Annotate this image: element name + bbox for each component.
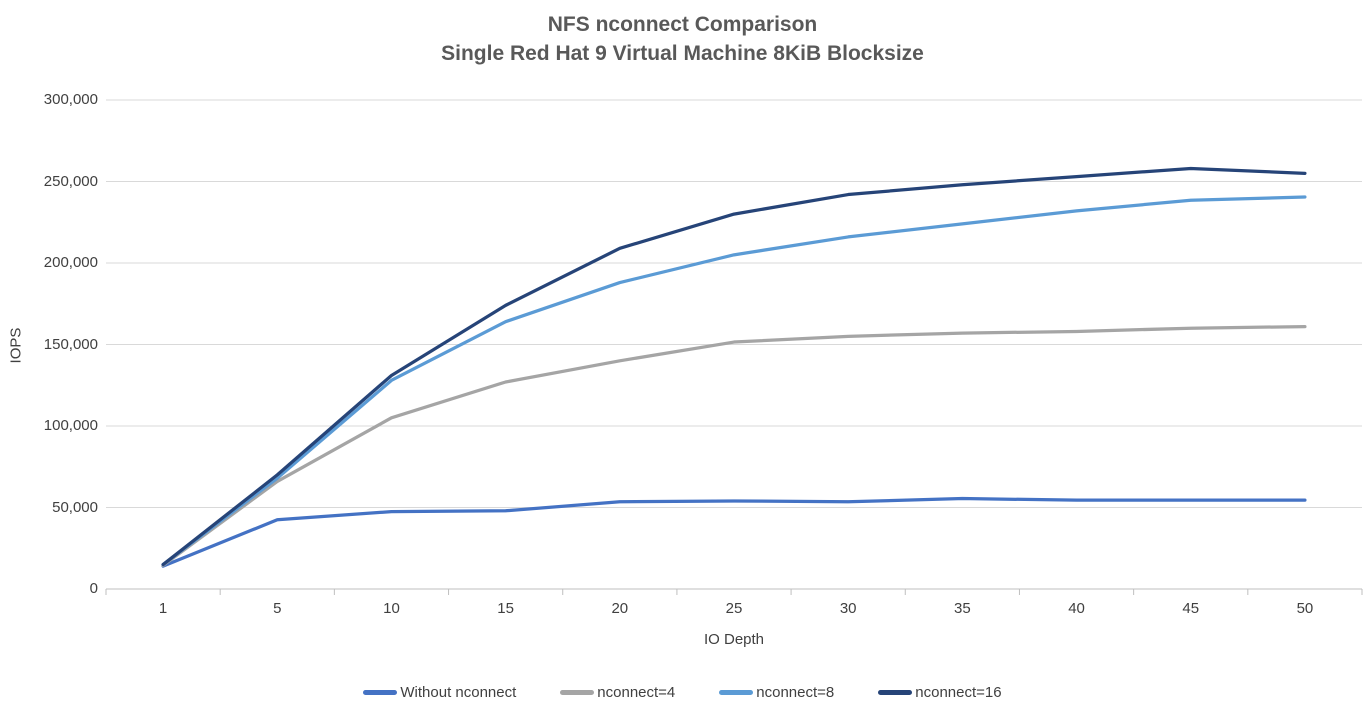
chart-subtitle: Single Red Hat 9 Virtual Machine 8KiB Bl… [441, 42, 924, 65]
y-axis-tick-label: 0 [89, 580, 98, 597]
legend-label: nconnect=16 [915, 684, 1002, 701]
x-axis-tick-label: 30 [839, 600, 857, 617]
legend-item-nconnect-4: nconnect=4 [560, 684, 675, 701]
y-axis-tick-label: 200,000 [43, 254, 98, 271]
x-axis-title: IO Depth [703, 631, 765, 648]
x-axis-tick-label: 5 [273, 600, 282, 617]
legend-item-nconnect-16: nconnect=16 [878, 684, 1002, 701]
chart-legend: Without nconnect nconnect=4 nconnect=8 ncon… [0, 684, 1365, 701]
legend-item-without-nconnect: Without nconnect [363, 684, 516, 701]
series-line-nconnect-16 [161, 166, 1307, 567]
legend-line-swatch-icon [560, 690, 595, 695]
x-axis-tick-label: 10 [383, 600, 400, 617]
legend-item-nconnect-8: nconnect=8 [719, 684, 834, 701]
y-axis-tick-label: 50,000 [52, 498, 98, 516]
series-line-nconnect-8 [161, 195, 1307, 567]
x-axis-tick-label: 1 [158, 600, 168, 617]
x-axis-tick-label: 15 [497, 600, 514, 617]
x-axis-tick-label: 45 [1182, 600, 1200, 617]
legend-line-swatch-icon [363, 690, 398, 695]
y-axis-tick-label: 250,000 [43, 172, 98, 190]
y-axis-tick-label: 300,000 [43, 91, 98, 108]
x-axis-tick-label: 35 [954, 600, 971, 617]
series-line-without-nconnect [161, 496, 1307, 568]
legend-line-swatch-icon [878, 690, 913, 695]
legend-label: Without nconnect [400, 684, 517, 701]
plot-area [105, 99, 1363, 595]
y-axis-tick-label: 100,000 [43, 417, 98, 434]
legend-label: nconnect=8 [756, 684, 835, 701]
x-axis-tick-label: 40 [1068, 600, 1085, 617]
legend-line-swatch-icon [719, 690, 754, 695]
legend-label: nconnect=4 [597, 684, 676, 701]
x-axis-tick-label: 20 [611, 600, 629, 617]
x-axis-tick-label: 50 [1296, 600, 1314, 617]
y-axis-tick-label: 150,000 [43, 335, 98, 353]
series-line-nconnect-4 [161, 324, 1307, 567]
y-axis-title: IOPS [7, 327, 25, 364]
x-axis-tick-label: 25 [725, 600, 743, 617]
chart-title: NFS nconnect Comparison [547, 13, 818, 36]
